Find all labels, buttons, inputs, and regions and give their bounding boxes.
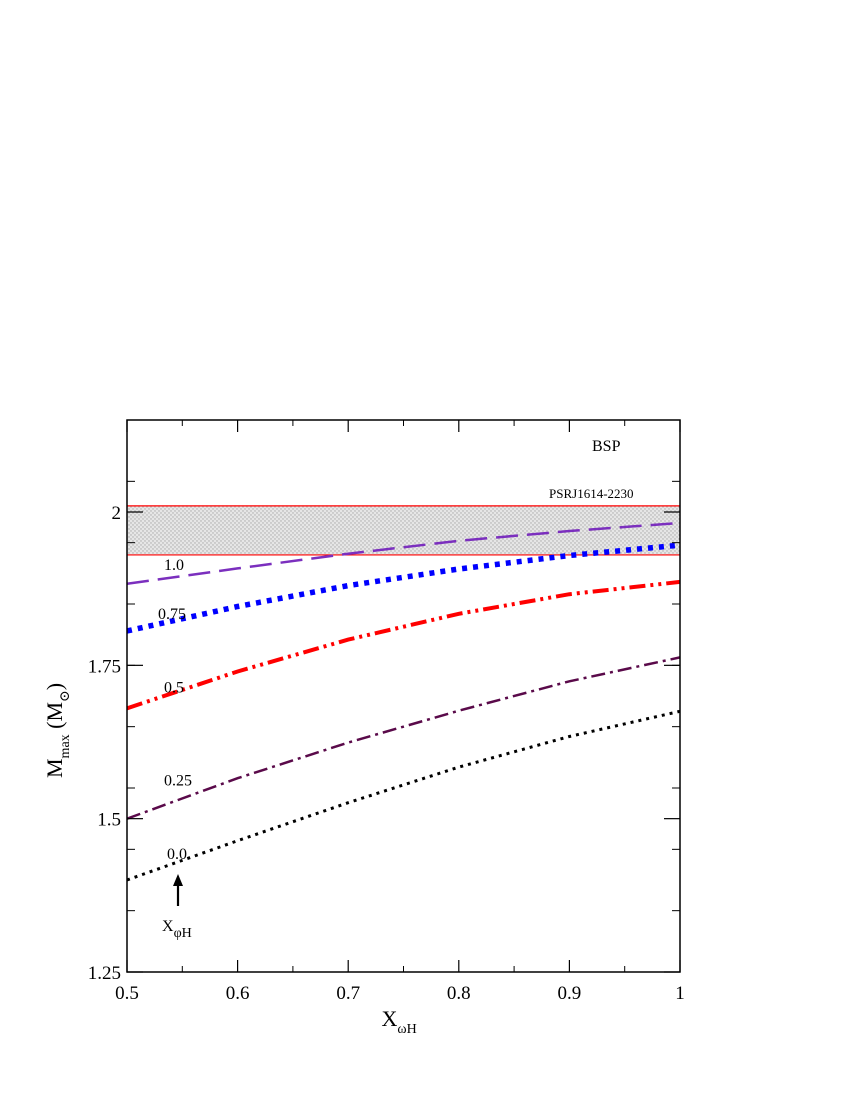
x-axis-title-main: X bbox=[382, 1006, 398, 1031]
y-axis-title-sub: max bbox=[58, 734, 73, 758]
series-label-3: 0.25 bbox=[164, 773, 192, 790]
arrow-label: XφH bbox=[162, 918, 192, 941]
x-tick-label: 0.8 bbox=[447, 983, 471, 1004]
y-tick-label: 1.25 bbox=[88, 963, 121, 984]
y-tick-label: 2 bbox=[112, 503, 122, 524]
y-tick-label: 1.5 bbox=[97, 810, 121, 831]
series-line-4 bbox=[126, 709, 681, 882]
series-label-2: 0.5 bbox=[164, 679, 184, 696]
x-axis-title-sub: ωH bbox=[397, 1022, 416, 1037]
x-tick-label: 0.5 bbox=[115, 983, 139, 1004]
arrow-label-main: X bbox=[162, 918, 174, 935]
series-line-2 bbox=[126, 579, 681, 711]
y-tick-label: 1.75 bbox=[88, 656, 121, 677]
arrow-head bbox=[173, 874, 183, 886]
y-axis-title: Mmax (M⊙) bbox=[42, 683, 73, 778]
series-label-0: 1.0 bbox=[164, 557, 184, 574]
plot-frame bbox=[126, 419, 681, 973]
y-axis-title-main: M bbox=[42, 758, 67, 778]
band-label: PSRJ1614-2230 bbox=[549, 486, 634, 501]
series-label-4: 0.0 bbox=[167, 846, 187, 863]
model-label: BSP bbox=[592, 438, 621, 455]
series-line-0 bbox=[126, 521, 681, 586]
x-tick-label: 1 bbox=[675, 983, 685, 1004]
series-line-1 bbox=[126, 542, 681, 634]
y-axis-title-unit-sub: ⊙ bbox=[58, 690, 73, 702]
x-tick-label: 0.9 bbox=[558, 983, 582, 1004]
series-label-1: 0.75 bbox=[158, 606, 186, 623]
band-fill bbox=[127, 505, 680, 555]
x-tick-label: 0.7 bbox=[336, 983, 360, 1004]
y-axis-title-close: ) bbox=[42, 683, 67, 690]
x-tick-label: 0.6 bbox=[226, 983, 250, 1004]
y-axis-title-unit: (M bbox=[42, 702, 67, 734]
x-axis-title: XωH bbox=[382, 1006, 417, 1037]
series-line-3 bbox=[126, 656, 681, 820]
arrow-label-sub: φH bbox=[174, 926, 192, 941]
